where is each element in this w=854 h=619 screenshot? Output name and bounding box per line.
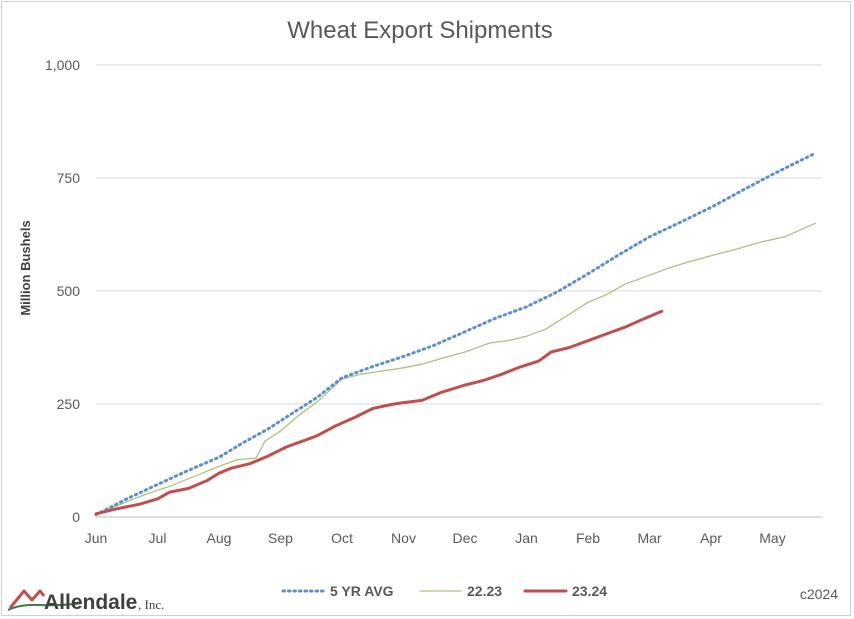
logo-inc: , Inc. bbox=[138, 597, 164, 612]
logo-swoosh-icon bbox=[7, 602, 83, 611]
x-tick-label: Jul bbox=[149, 530, 167, 546]
x-tick-label: Aug bbox=[207, 530, 232, 546]
logo-mark-icon bbox=[8, 589, 46, 609]
chart-title: Wheat Export Shipments bbox=[287, 17, 552, 44]
gridlines bbox=[96, 64, 822, 518]
allendale-logo: Allendale , Inc. bbox=[7, 589, 164, 614]
y-tick-label: 500 bbox=[57, 283, 81, 299]
series-lines bbox=[94, 151, 817, 517]
legend-label-22-23: 22.23 bbox=[467, 583, 502, 599]
x-tick-label: Oct bbox=[331, 530, 353, 546]
x-tick-label: Feb bbox=[576, 530, 600, 546]
x-tick-label: Nov bbox=[391, 530, 416, 546]
legend-label-5-yr-avg: 5 YR AVG bbox=[330, 583, 394, 599]
x-tick-label: Dec bbox=[453, 530, 478, 546]
x-axis-ticks: Jun Jul Aug Sep Oct Nov Dec Jan Feb Mar Apr May bbox=[85, 530, 786, 546]
copyright-text: c2024 bbox=[800, 586, 838, 602]
logo-text: Allendale bbox=[44, 591, 137, 614]
series-line-22-23 bbox=[95, 222, 817, 516]
series-line-5-yr-avg bbox=[94, 151, 817, 517]
x-tick-label: Apr bbox=[700, 530, 722, 546]
y-tick-label: 0 bbox=[72, 509, 80, 525]
y-tick-label: 750 bbox=[57, 170, 81, 186]
series-line-23-24 bbox=[94, 309, 664, 516]
y-tick-label: 1,000 bbox=[45, 57, 80, 73]
y-axis-label: Million Bushels bbox=[18, 220, 33, 315]
x-tick-label: Jan bbox=[515, 530, 538, 546]
legend-label-23-24: 23.24 bbox=[572, 583, 607, 599]
legend: 5 YR AVG 22.23 23.24 bbox=[281, 583, 607, 599]
x-tick-label: Sep bbox=[268, 530, 293, 546]
y-axis-ticks: 0 250 500 750 1,000 bbox=[45, 57, 80, 525]
x-tick-label: Mar bbox=[637, 530, 661, 546]
x-tick-label: Jun bbox=[85, 530, 108, 546]
y-tick-label: 250 bbox=[57, 396, 81, 412]
x-tick-label: May bbox=[759, 530, 785, 546]
